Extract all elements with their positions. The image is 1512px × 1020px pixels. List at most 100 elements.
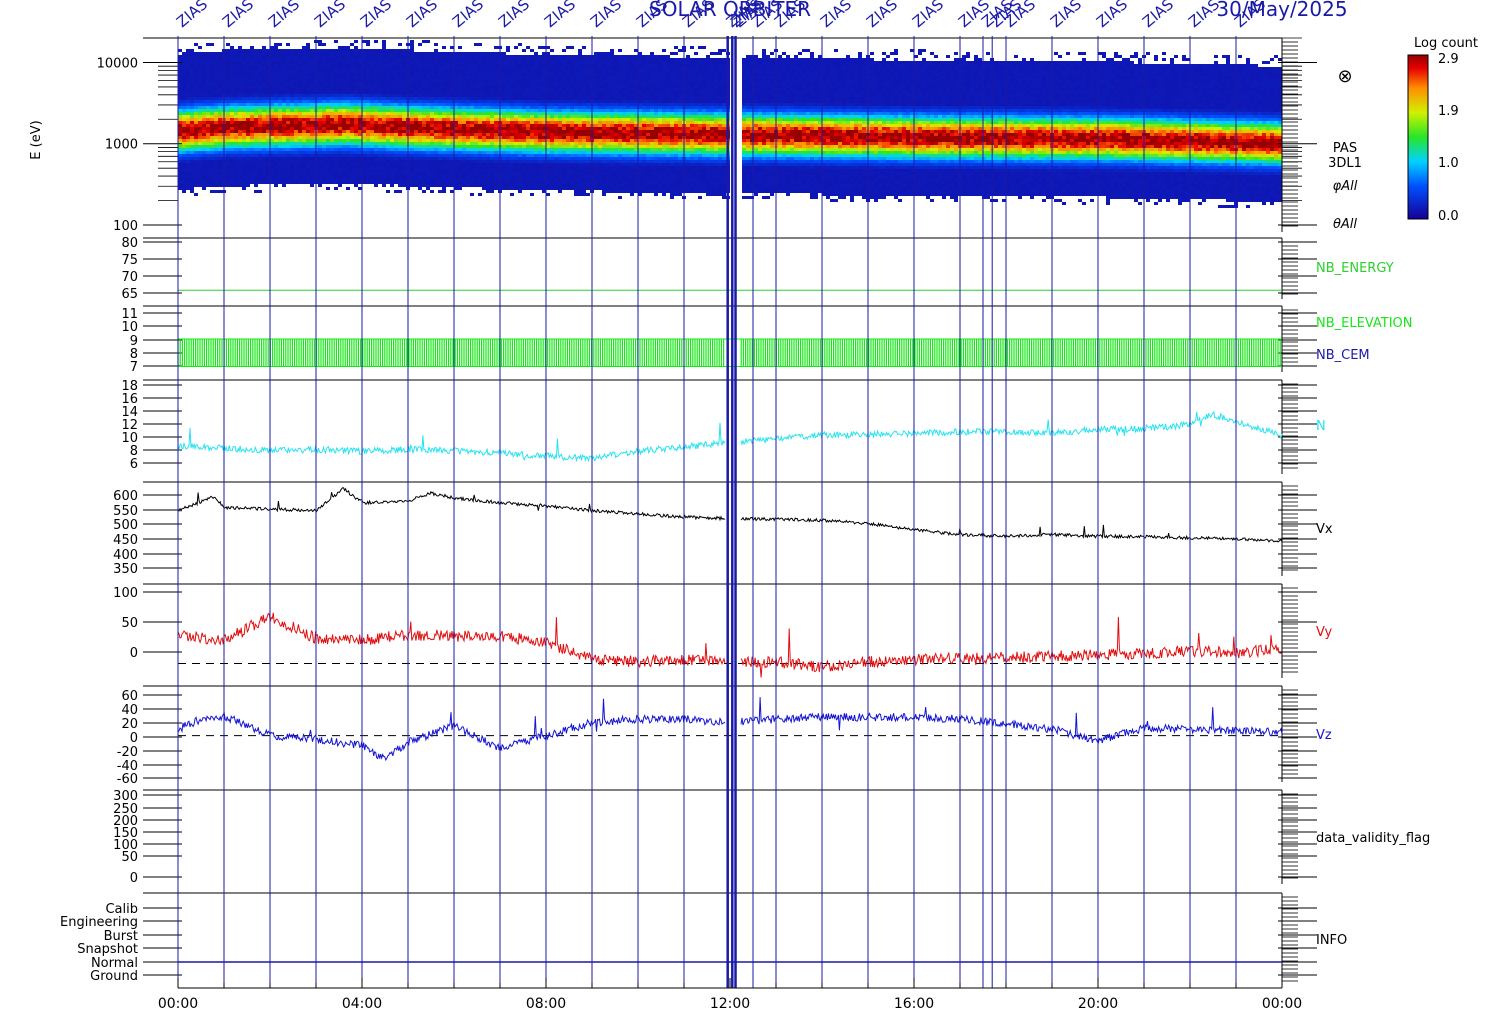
spectrogram-cell (462, 184, 466, 187)
spectrogram-cell (450, 103, 454, 106)
spectrogram-cell (258, 118, 262, 121)
spectrogram-cell (490, 118, 494, 121)
spectrogram-cell (450, 67, 454, 70)
spectrogram-cell (310, 58, 314, 61)
spectrogram-cell (362, 76, 366, 79)
spectrogram-cell (390, 178, 394, 181)
spectrogram-cell (422, 79, 426, 82)
spectrogram-cell (450, 166, 454, 169)
spectrogram-cell (582, 115, 586, 118)
spectrogram-cell (486, 181, 490, 184)
spectrogram-cell (230, 115, 234, 118)
spectrogram-cell (598, 82, 602, 85)
spectrogram-cell (578, 175, 582, 178)
spectrogram-cell (210, 127, 214, 130)
spectrogram-cell (382, 91, 386, 94)
spectrogram-cell (502, 64, 506, 67)
spectrogram-cell (370, 145, 374, 148)
spectrogram-cell (282, 127, 286, 130)
spectrogram-cell (522, 154, 526, 157)
spectrogram-cell (550, 163, 554, 166)
spectrogram-cell (350, 103, 354, 106)
spectrogram-cell (402, 160, 406, 163)
spectrogram-cell (486, 163, 490, 166)
spectrogram-cell (546, 178, 550, 181)
spectrogram-cell (474, 61, 478, 64)
spectrogram-cell (338, 166, 342, 169)
spectrogram-cell (598, 136, 602, 139)
spectrogram-cell (226, 85, 230, 88)
spectrogram-cell (454, 154, 458, 157)
spectrogram-cell (402, 109, 406, 112)
spectrogram-cell (418, 151, 422, 154)
spectrogram-cell (278, 112, 282, 115)
spectrogram-cell (574, 163, 578, 166)
spectrogram-cell (390, 76, 394, 79)
spectrogram-cell (250, 124, 254, 127)
spectrogram-cell (394, 115, 398, 118)
spectrogram-cell (346, 166, 350, 169)
spectrogram-cell (386, 154, 390, 157)
spectrogram-cell (242, 76, 246, 79)
spectrogram-cell (278, 43, 282, 46)
spectrogram-cell (338, 55, 342, 58)
spectrogram-cell (302, 85, 306, 88)
spectrogram-cell (318, 79, 322, 82)
spectrogram-cell (322, 67, 326, 70)
spectrogram-cell (302, 103, 306, 106)
spectrogram-cell (454, 115, 458, 118)
spectrogram-cell (470, 61, 474, 64)
spectrogram-cell (254, 160, 258, 163)
spectrogram-cell (510, 193, 514, 196)
spectrogram-cell (490, 166, 494, 169)
spectrogram-cell (370, 157, 374, 160)
spectrogram-cell (578, 166, 582, 169)
spectrogram-cell (562, 163, 566, 166)
spectrogram-cell (566, 103, 570, 106)
spectrogram-cell (358, 118, 362, 121)
spectrogram-cell (186, 97, 190, 100)
spectrogram-cell (386, 97, 390, 100)
spectrogram-cell (322, 121, 326, 124)
spectrogram-cell (338, 154, 342, 157)
spectrogram-cell (566, 121, 570, 124)
spectrogram-cell (422, 181, 426, 184)
spectrogram-cell (598, 148, 602, 151)
spectrogram-cell (510, 106, 514, 109)
spectrogram-cell (490, 58, 494, 61)
spectrogram-cell (358, 115, 362, 118)
spectrogram-cell (550, 64, 554, 67)
spectrogram-cell (330, 118, 334, 121)
spectrogram-cell (490, 148, 494, 151)
spectrogram-cell (390, 58, 394, 61)
spectrogram-cell (478, 127, 482, 130)
spectrogram-cell (278, 88, 282, 91)
spectrogram-cell (182, 100, 186, 103)
spectrogram-cell (522, 79, 526, 82)
spectrogram-cell (178, 136, 182, 139)
spectrogram-cell (370, 64, 374, 67)
spectrogram-cell (434, 91, 438, 94)
spectrogram-cell (534, 85, 538, 88)
spectrogram-cell (274, 58, 278, 61)
spectrogram-cell (386, 163, 390, 166)
spectrogram-cell (238, 97, 242, 100)
spectrogram-cell (410, 151, 414, 154)
spectrogram-cell (282, 88, 286, 91)
spectrogram-cell (398, 103, 402, 106)
spectrogram-cell (386, 55, 390, 58)
spectrogram-cell (430, 109, 434, 112)
spectrogram-cell (486, 157, 490, 160)
spectrogram-cell (386, 121, 390, 124)
crossed-circle-icon: ⊗ (1337, 66, 1352, 87)
spectrogram-cell (478, 121, 482, 124)
spectrogram-cell (350, 127, 354, 130)
spectrogram-cell (486, 136, 490, 139)
spectrogram-cell (566, 160, 570, 163)
spectrogram-cell (178, 178, 182, 181)
spectrogram-cell (266, 70, 270, 73)
spectrogram-cell (278, 118, 282, 121)
spectrogram-cell (294, 127, 298, 130)
spectrogram-cell (306, 151, 310, 154)
spectrogram-cell (566, 76, 570, 79)
